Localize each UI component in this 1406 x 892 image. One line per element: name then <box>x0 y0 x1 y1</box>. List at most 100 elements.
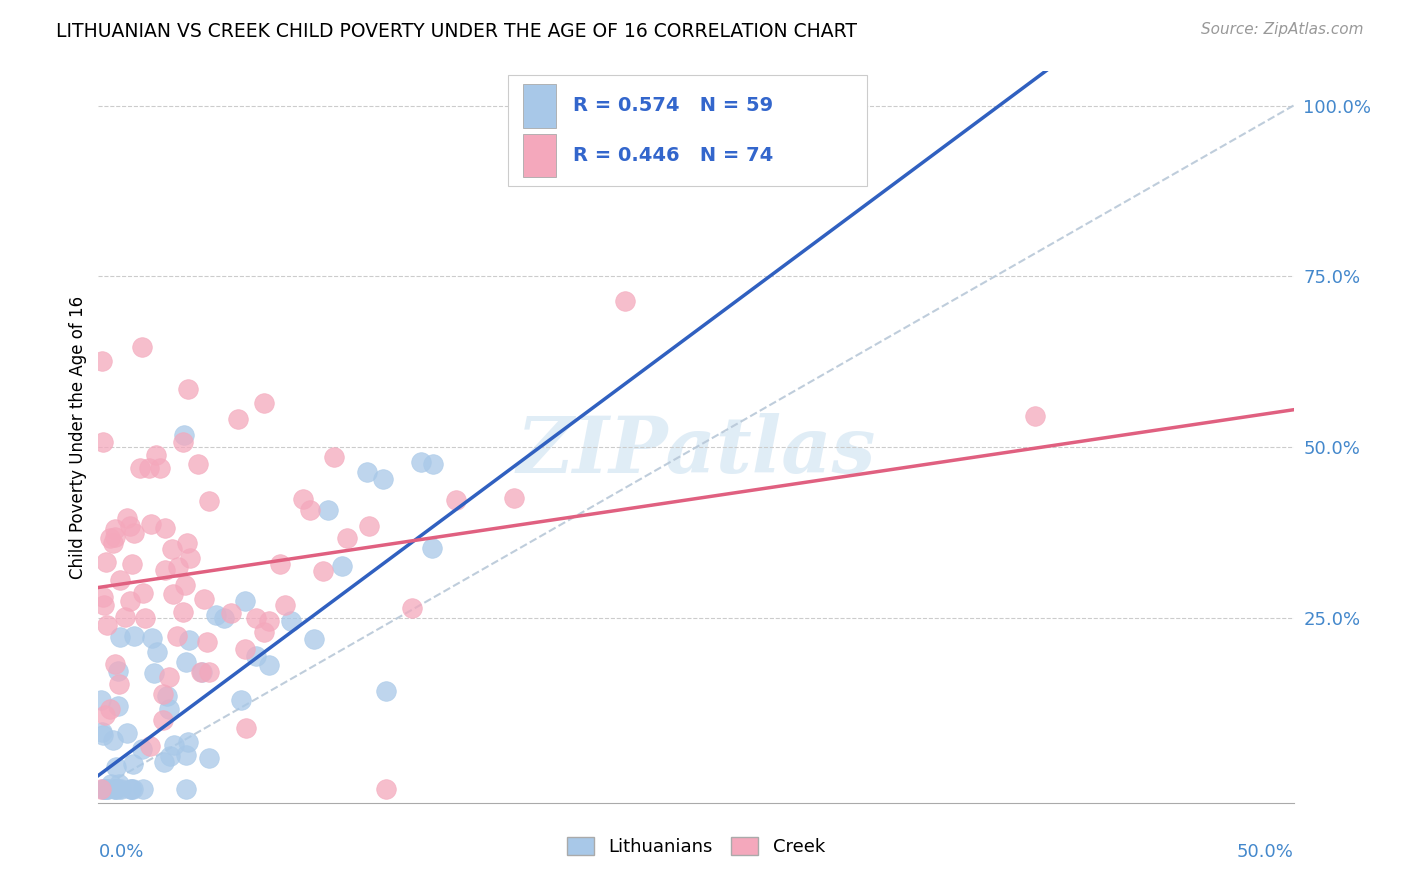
Point <box>122 782 145 797</box>
Legend: Lithuanians, Creek: Lithuanians, Creek <box>560 830 832 863</box>
Point <box>401 601 423 615</box>
Point <box>298 503 321 517</box>
Point <box>162 587 184 601</box>
Point <box>152 713 174 727</box>
Point <box>118 594 141 608</box>
Point <box>90 354 112 368</box>
Text: Source: ZipAtlas.com: Source: ZipAtlas.com <box>1201 22 1364 37</box>
Point <box>157 702 180 716</box>
Point <box>166 629 188 643</box>
Point <box>269 557 291 571</box>
Point <box>120 782 142 797</box>
Point <box>110 573 132 587</box>
Point <box>120 782 142 797</box>
Point <box>1024 409 1046 423</box>
Point <box>145 645 167 659</box>
Point <box>94 707 117 722</box>
Point <box>228 411 250 425</box>
Point <box>375 782 398 797</box>
Point <box>91 435 114 450</box>
Point <box>122 629 145 643</box>
Point <box>176 536 198 550</box>
Point <box>104 530 127 544</box>
Point <box>110 782 132 797</box>
Point <box>229 692 252 706</box>
Point <box>193 591 215 606</box>
Point <box>131 340 153 354</box>
Point <box>141 632 163 646</box>
Point <box>503 491 526 506</box>
Point <box>190 665 212 679</box>
Point <box>166 560 188 574</box>
Point <box>173 428 195 442</box>
Point <box>152 687 174 701</box>
Point <box>128 461 150 475</box>
Point <box>157 670 180 684</box>
Point <box>108 630 131 644</box>
Point <box>253 396 276 410</box>
Text: R = 0.574   N = 59: R = 0.574 N = 59 <box>572 96 773 115</box>
Point <box>96 555 118 569</box>
Point <box>120 518 142 533</box>
Point <box>94 782 117 797</box>
Point <box>219 606 242 620</box>
Point <box>108 676 131 690</box>
Point <box>187 457 209 471</box>
Point <box>91 782 114 797</box>
Point <box>280 615 302 629</box>
Point <box>138 461 160 475</box>
Point <box>257 658 280 673</box>
Point <box>245 611 267 625</box>
Point <box>104 523 127 537</box>
Point <box>235 721 257 735</box>
Point <box>174 747 197 762</box>
Point <box>104 657 127 671</box>
Point <box>422 458 444 472</box>
Point <box>149 460 172 475</box>
Point <box>100 776 122 790</box>
Point <box>198 665 221 679</box>
Point <box>134 610 156 624</box>
Point <box>316 503 339 517</box>
Point <box>292 491 315 506</box>
Point <box>159 749 181 764</box>
Point <box>142 666 165 681</box>
Bar <box>523 134 557 178</box>
Point <box>371 471 394 485</box>
Point <box>172 605 194 619</box>
Point <box>235 594 257 608</box>
Point <box>253 624 276 639</box>
Point <box>163 738 186 752</box>
Point <box>91 590 114 604</box>
Point <box>132 586 155 600</box>
Point <box>156 690 179 704</box>
Point <box>330 558 353 573</box>
Point <box>96 618 118 632</box>
Point <box>174 656 197 670</box>
Point <box>115 511 138 525</box>
Point <box>197 751 219 765</box>
Point <box>323 450 346 465</box>
Point <box>191 665 214 680</box>
Point <box>132 782 155 797</box>
Point <box>121 557 143 571</box>
Point <box>97 782 120 797</box>
Point <box>336 531 359 545</box>
Point <box>245 649 267 664</box>
Point <box>257 614 280 628</box>
Point <box>104 782 127 797</box>
Point <box>179 550 201 565</box>
Point <box>152 755 174 769</box>
Bar <box>509 75 868 186</box>
Point <box>93 598 115 612</box>
Point <box>96 782 118 797</box>
Point <box>359 519 381 533</box>
Point <box>162 542 184 557</box>
Point <box>122 757 145 772</box>
Text: 0.0%: 0.0% <box>98 843 143 861</box>
Point <box>139 739 162 753</box>
Point <box>122 525 145 540</box>
Point <box>90 693 112 707</box>
Point <box>139 516 162 531</box>
Point <box>174 782 197 797</box>
